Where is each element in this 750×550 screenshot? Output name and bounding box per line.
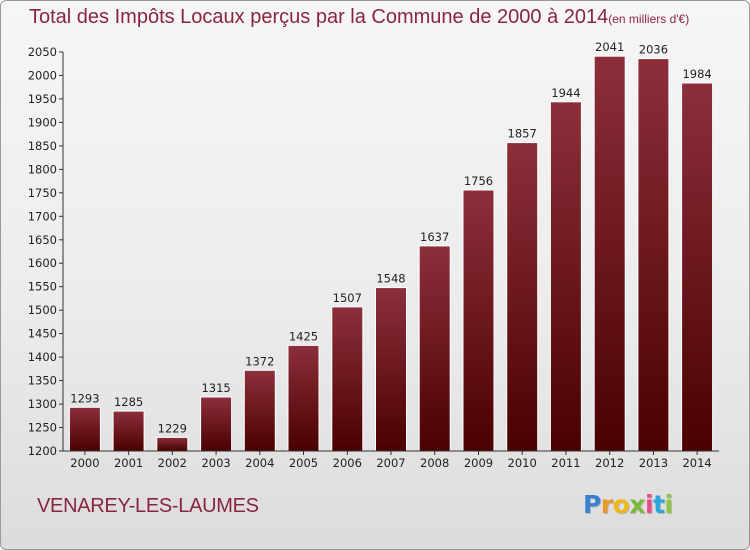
y-tick-label-1850: 1850 (28, 139, 57, 153)
x-tick-label-2011: 2011 (551, 456, 580, 470)
value-label-2002: 1229 (158, 421, 187, 435)
logo-letter: o (612, 490, 630, 519)
value-label-2014: 1984 (682, 67, 711, 81)
chart-title: Total des Impôts Locaux perçus par la Co… (29, 6, 609, 28)
bar-2013 (637, 58, 670, 452)
y-tick-label-1350: 1350 (28, 374, 57, 388)
logo-letter: i (645, 490, 654, 519)
logo-letter: x (629, 490, 645, 519)
value-label-2003: 1315 (201, 381, 230, 395)
bar-2004 (243, 369, 276, 452)
bar-2002 (156, 436, 189, 452)
logo-letter: t (653, 490, 665, 519)
value-label-2007: 1548 (376, 272, 405, 286)
y-tick-label-1800: 1800 (28, 162, 57, 176)
y-tick-label-1600: 1600 (28, 256, 57, 270)
proxiti-logo[interactable]: Proxiti (583, 490, 673, 519)
value-label-2000: 1293 (70, 391, 99, 405)
bar-2007 (375, 287, 407, 452)
y-tick-label-1200: 1200 (28, 444, 57, 458)
bar-2010 (506, 142, 539, 452)
value-label-2004: 1372 (245, 354, 274, 368)
value-label-2011: 1944 (551, 86, 580, 100)
axis-layer: 2000 2001 2002 2003 2004 2005 2006 2007 2008 2009… (28, 45, 719, 470)
chart-unit: (en milliers d'€) (608, 12, 690, 26)
x-tick-label-2002: 2002 (158, 456, 187, 470)
x-tick-label-2003: 2003 (201, 456, 230, 470)
logo-letter: P (583, 490, 601, 519)
value-label-2005: 1425 (289, 329, 318, 343)
bar-2009 (462, 189, 495, 452)
y-tick-label-1550: 1550 (28, 280, 57, 294)
value-label-2010: 1857 (508, 127, 537, 141)
value-label-2012: 2041 (595, 40, 624, 54)
value-label-2009: 1756 (464, 174, 493, 188)
x-tick-label-2005: 2005 (289, 456, 318, 470)
x-tick-label-2009: 2009 (464, 456, 493, 470)
y-tick-label-1450: 1450 (28, 327, 57, 341)
value-label-2008: 1637 (420, 230, 449, 244)
bar-2006 (331, 306, 364, 452)
bar-2005 (287, 344, 320, 452)
x-tick-label-2007: 2007 (376, 456, 405, 470)
x-tick-label-2008: 2008 (420, 456, 449, 470)
y-tick-label-1400: 1400 (28, 350, 57, 364)
bar-2008 (418, 245, 451, 452)
commune-name: VENAREY-LES-LAUMES (37, 495, 259, 517)
value-label-2013: 2036 (639, 43, 668, 57)
y-tick-label-2050: 2050 (28, 45, 57, 59)
x-tick-label-2006: 2006 (333, 456, 362, 470)
x-tick-label-2004: 2004 (245, 456, 274, 470)
logo-letter: r (600, 490, 613, 519)
y-tick-label-1950: 1950 (28, 92, 57, 106)
x-tick-label-2012: 2012 (595, 456, 624, 470)
x-tick-label-2000: 2000 (70, 456, 99, 470)
y-tick-label-1700: 1700 (28, 209, 57, 223)
chart-title-block: Total des Impôts Locaux perçus par la Co… (29, 6, 689, 29)
bar-2012 (593, 55, 626, 452)
y-tick-label-1250: 1250 (28, 421, 57, 435)
y-tick-label-1300: 1300 (28, 397, 57, 411)
y-tick-label-1900: 1900 (28, 115, 57, 129)
bar-2014 (681, 82, 714, 452)
value-label-2001: 1285 (114, 395, 143, 409)
x-tick-label-2010: 2010 (508, 456, 537, 470)
logo-letter: i (664, 490, 674, 519)
bar-2003 (200, 396, 233, 452)
x-tick-label-2014: 2014 (682, 456, 711, 470)
bars-layer: 1293 1285 1229 1315 1372 1425 1507 1548 1637 1756… (68, 40, 714, 452)
y-tick-label-2000: 2000 (28, 69, 57, 83)
y-tick-label-1750: 1750 (28, 186, 57, 200)
bar-2000 (68, 406, 101, 452)
y-tick-label-1650: 1650 (28, 233, 57, 247)
x-tick-label-2001: 2001 (114, 456, 143, 470)
y-tick-label-1500: 1500 (28, 303, 57, 317)
bar-2001 (112, 410, 145, 452)
x-tick-label-2013: 2013 (639, 456, 668, 470)
bar-2011 (549, 101, 582, 452)
value-label-2006: 1507 (333, 291, 362, 305)
